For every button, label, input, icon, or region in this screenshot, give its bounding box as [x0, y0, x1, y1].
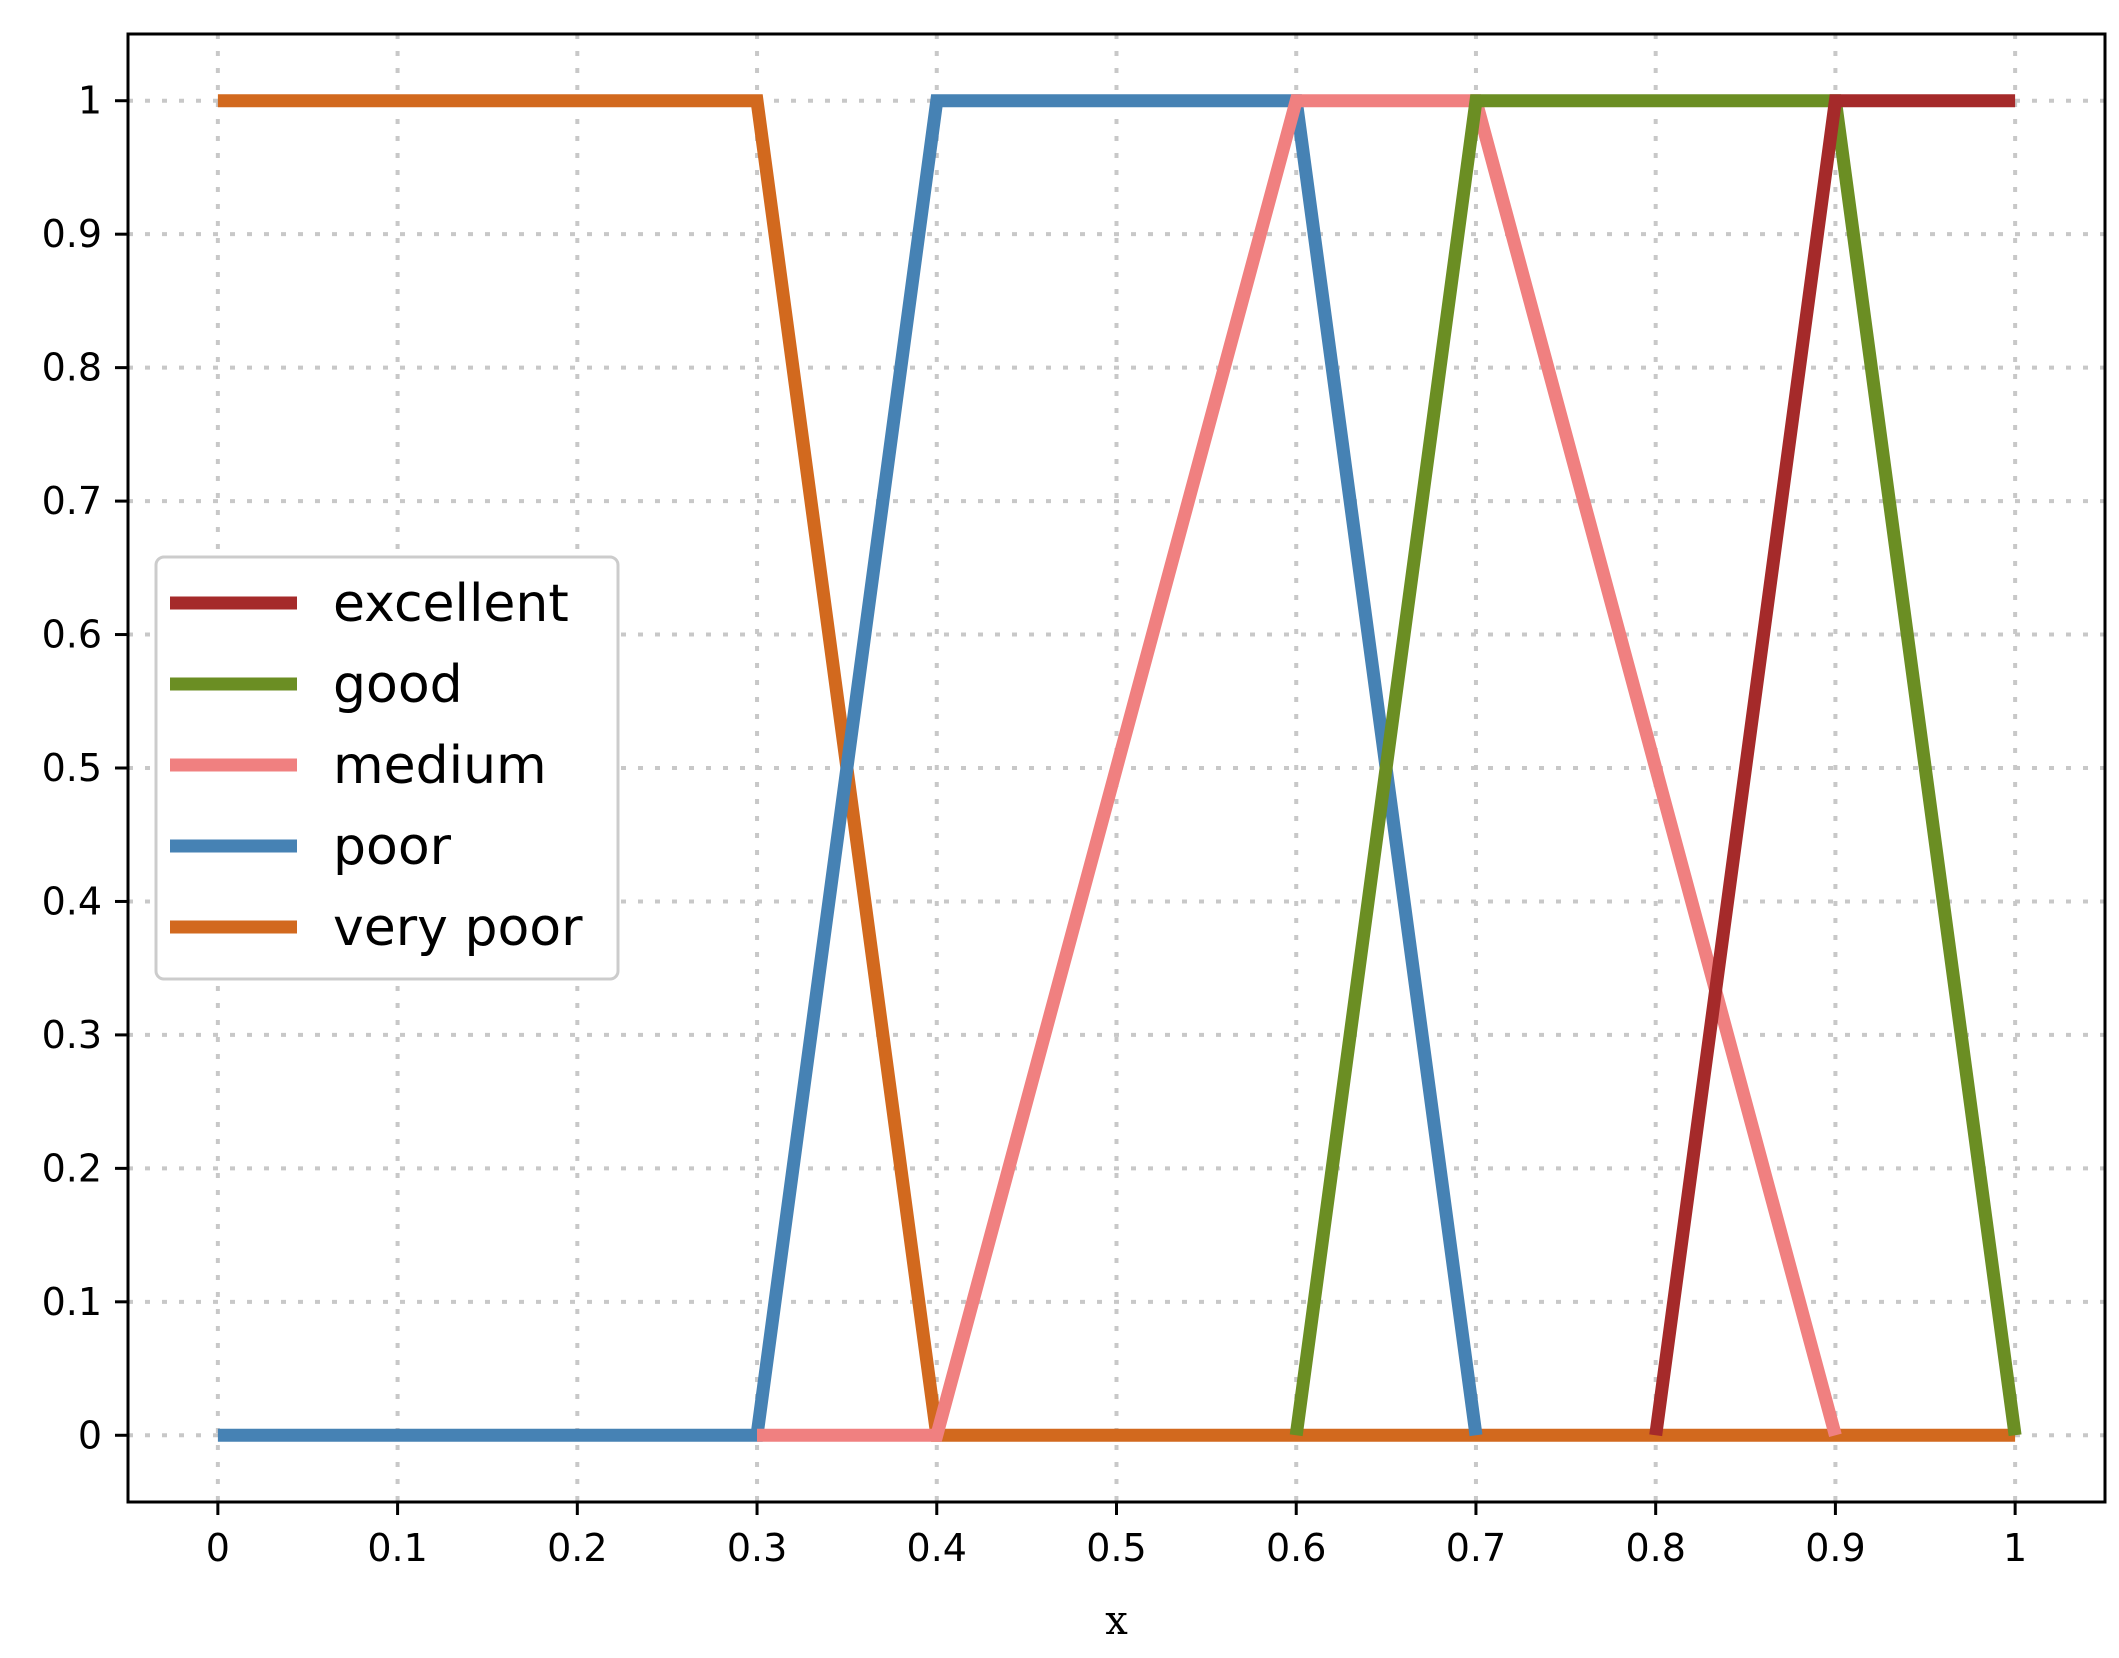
- x-tick-label: 0.1: [367, 1526, 427, 1570]
- legend-label-medium: medium: [333, 736, 547, 796]
- x-tick-label: 0.2: [547, 1526, 607, 1570]
- series-lines: [217, 94, 2022, 1442]
- y-tick-label: 0: [78, 1413, 102, 1457]
- x-tick-label: 0.6: [1266, 1526, 1326, 1570]
- y-tick-label: 0.9: [42, 212, 102, 256]
- y-tick-label: 1: [78, 79, 102, 123]
- x-axis-label: x: [1105, 1598, 1128, 1644]
- x-tick-label: 0.4: [907, 1526, 967, 1570]
- y-tick-label: 0.5: [42, 746, 102, 790]
- x-tick-label: 0.8: [1625, 1526, 1685, 1570]
- y-tick-label: 0.7: [42, 479, 102, 523]
- y-tick-label: 0.1: [42, 1280, 102, 1324]
- series-line-poor: [217, 94, 1483, 1442]
- x-axis-ticks: 0 0.1 0.2 0.3 0.4 0.5 0.6 0.7 0.8 0.9 1: [206, 1502, 2027, 1570]
- x-tick-label: 0.9: [1805, 1526, 1865, 1570]
- y-tick-label: 0.3: [42, 1013, 102, 1057]
- series-line-medium: [757, 94, 1842, 1442]
- y-tick-label: 0.6: [42, 613, 102, 657]
- y-axis-ticks: 0 0.1 0.2 0.3 0.4 0.5 0.6 0.7 0.8 0.9 1: [42, 79, 128, 1457]
- y-tick-label: 0.8: [42, 346, 102, 390]
- x-tick-label: 0: [206, 1526, 230, 1570]
- x-tick-label: 0.3: [727, 1526, 787, 1570]
- x-tick-label: 1: [2003, 1526, 2027, 1570]
- series-line-good: [1289, 94, 2022, 1437]
- legend-box: [154, 555, 620, 981]
- legend-label-very-poor: very poor: [333, 898, 583, 958]
- legend: excellent good medium poor very poor: [154, 555, 620, 981]
- series-line-excellent: [1649, 94, 2016, 1437]
- y-tick-label: 0.2: [42, 1146, 102, 1190]
- y-tick-label: 0.4: [42, 879, 102, 923]
- x-tick-label: 0.5: [1086, 1526, 1146, 1570]
- legend-label-poor: poor: [333, 817, 452, 877]
- x-tick-label: 0.7: [1446, 1526, 1506, 1570]
- legend-label-good: good: [333, 655, 463, 715]
- legend-label-excellent: excellent: [333, 574, 569, 634]
